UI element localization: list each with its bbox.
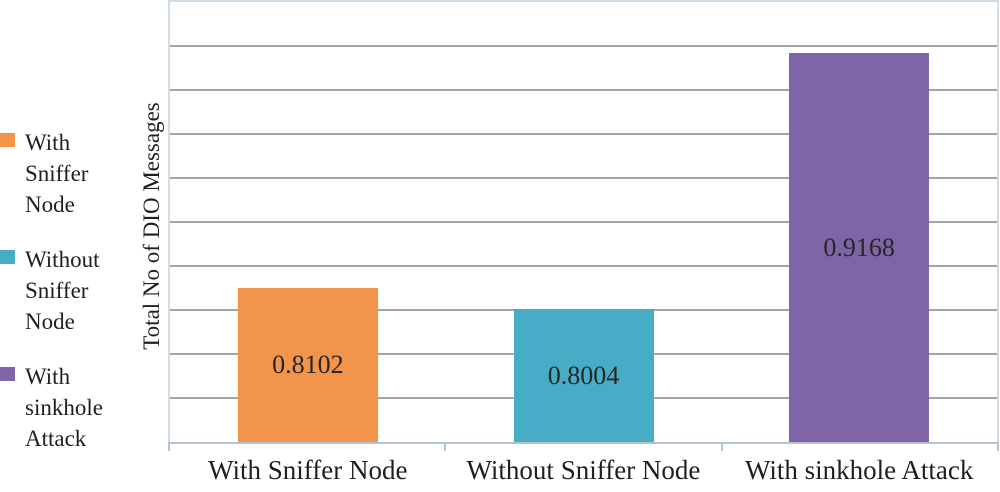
legend-item-2: Without Sniffer Node [0, 244, 136, 337]
chart-legend: With Sniffer Node Without Sniffer Node Wit… [0, 127, 136, 454]
bar-value-label: 0.9168 [823, 232, 895, 262]
gridline [170, 177, 997, 179]
legend-item-label: Without Sniffer Node [25, 247, 100, 334]
gridline [170, 133, 997, 135]
legend-item-3: With sinkhole Attack [0, 361, 136, 454]
legend-item-label: With Sniffer Node [25, 130, 89, 217]
x-axis-category-label: Without Sniffer Node [466, 455, 701, 485]
bar-2: 0.8004 [513, 309, 654, 442]
x-axis-tick [444, 442, 446, 451]
x-axis-tick [721, 442, 723, 451]
legend-color-swatch [0, 367, 15, 381]
plot-area: 0.8102 0.8004 0.9168 [168, 0, 999, 444]
x-axis-category-label: With sinkhole Attack [744, 455, 974, 485]
legend-item-1: With Sniffer Node [0, 127, 136, 220]
legend-color-swatch [0, 250, 15, 264]
bar-value-label: 0.8102 [272, 349, 344, 379]
gridline [170, 89, 997, 91]
x-axis-tick [997, 442, 999, 451]
bar-3: 0.9168 [789, 53, 930, 442]
legend-item-label: With sinkhole Attack [25, 364, 103, 451]
x-axis-category-label: With Sniffer Node [208, 455, 408, 485]
x-axis-tick [168, 442, 170, 451]
y-axis-title: Total No of DIO Messages [139, 102, 164, 350]
bar-1: 0.8102 [237, 287, 378, 442]
gridline [170, 265, 997, 267]
gridline [170, 221, 997, 223]
gridline [170, 45, 997, 47]
legend-color-swatch [0, 133, 15, 147]
bar-value-label: 0.8004 [547, 360, 620, 390]
